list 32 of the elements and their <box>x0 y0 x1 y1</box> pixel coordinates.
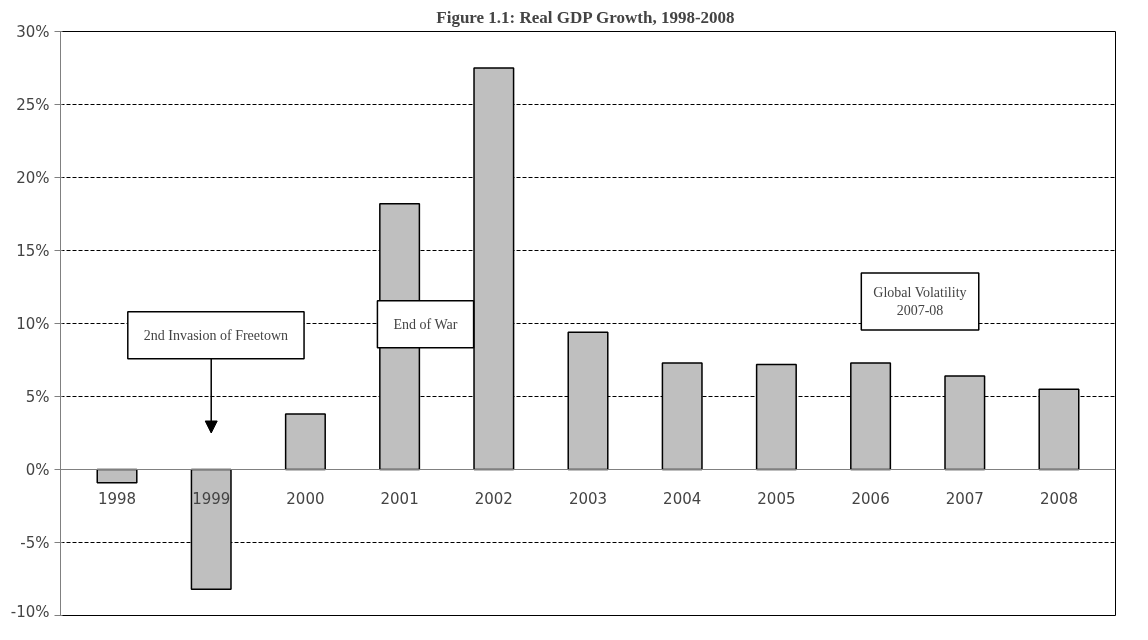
x-tick-label: 2001 <box>380 489 419 508</box>
x-tick-label: 2002 <box>474 489 513 508</box>
bar <box>1038 388 1080 471</box>
bar <box>755 363 797 471</box>
y-tick-label: 5% <box>25 387 50 406</box>
y-tick-label: 0% <box>25 460 50 479</box>
annotation: 2nd Invasion of Freetown <box>143 327 289 343</box>
x-tick-label: 2000 <box>286 489 325 508</box>
y-tick-label: 10% <box>16 314 50 333</box>
x-tick-label: 2007 <box>945 489 984 508</box>
x-tick-label: 2004 <box>663 489 702 508</box>
x-tick-label: 2003 <box>568 489 608 508</box>
y-tick-label: -5% <box>20 533 50 552</box>
y-tick-label: 20% <box>16 168 50 187</box>
y-tick-label: 25% <box>16 95 50 114</box>
x-tick-label: 2005 <box>757 489 796 508</box>
bar <box>850 362 892 471</box>
y-tick-label: 30% <box>16 22 50 41</box>
bar <box>284 413 326 471</box>
bar <box>661 362 703 471</box>
bar <box>96 468 138 484</box>
x-tick-label: 1998 <box>97 489 137 508</box>
bar <box>567 331 609 471</box>
y-tick-label: -10% <box>10 602 50 621</box>
annotation: Global Volatility 2007-08 <box>873 285 967 319</box>
x-tick-label: 2006 <box>851 489 890 508</box>
y-tick-label: 15% <box>16 241 50 260</box>
bar <box>944 375 986 471</box>
x-tick-label: 1999 <box>192 489 231 508</box>
annotation: End of War <box>393 316 458 332</box>
x-tick-label: 2008 <box>1039 489 1079 508</box>
chart-title: Figure 1.1: Real GDP Growth, 1998-2008 <box>436 7 735 27</box>
